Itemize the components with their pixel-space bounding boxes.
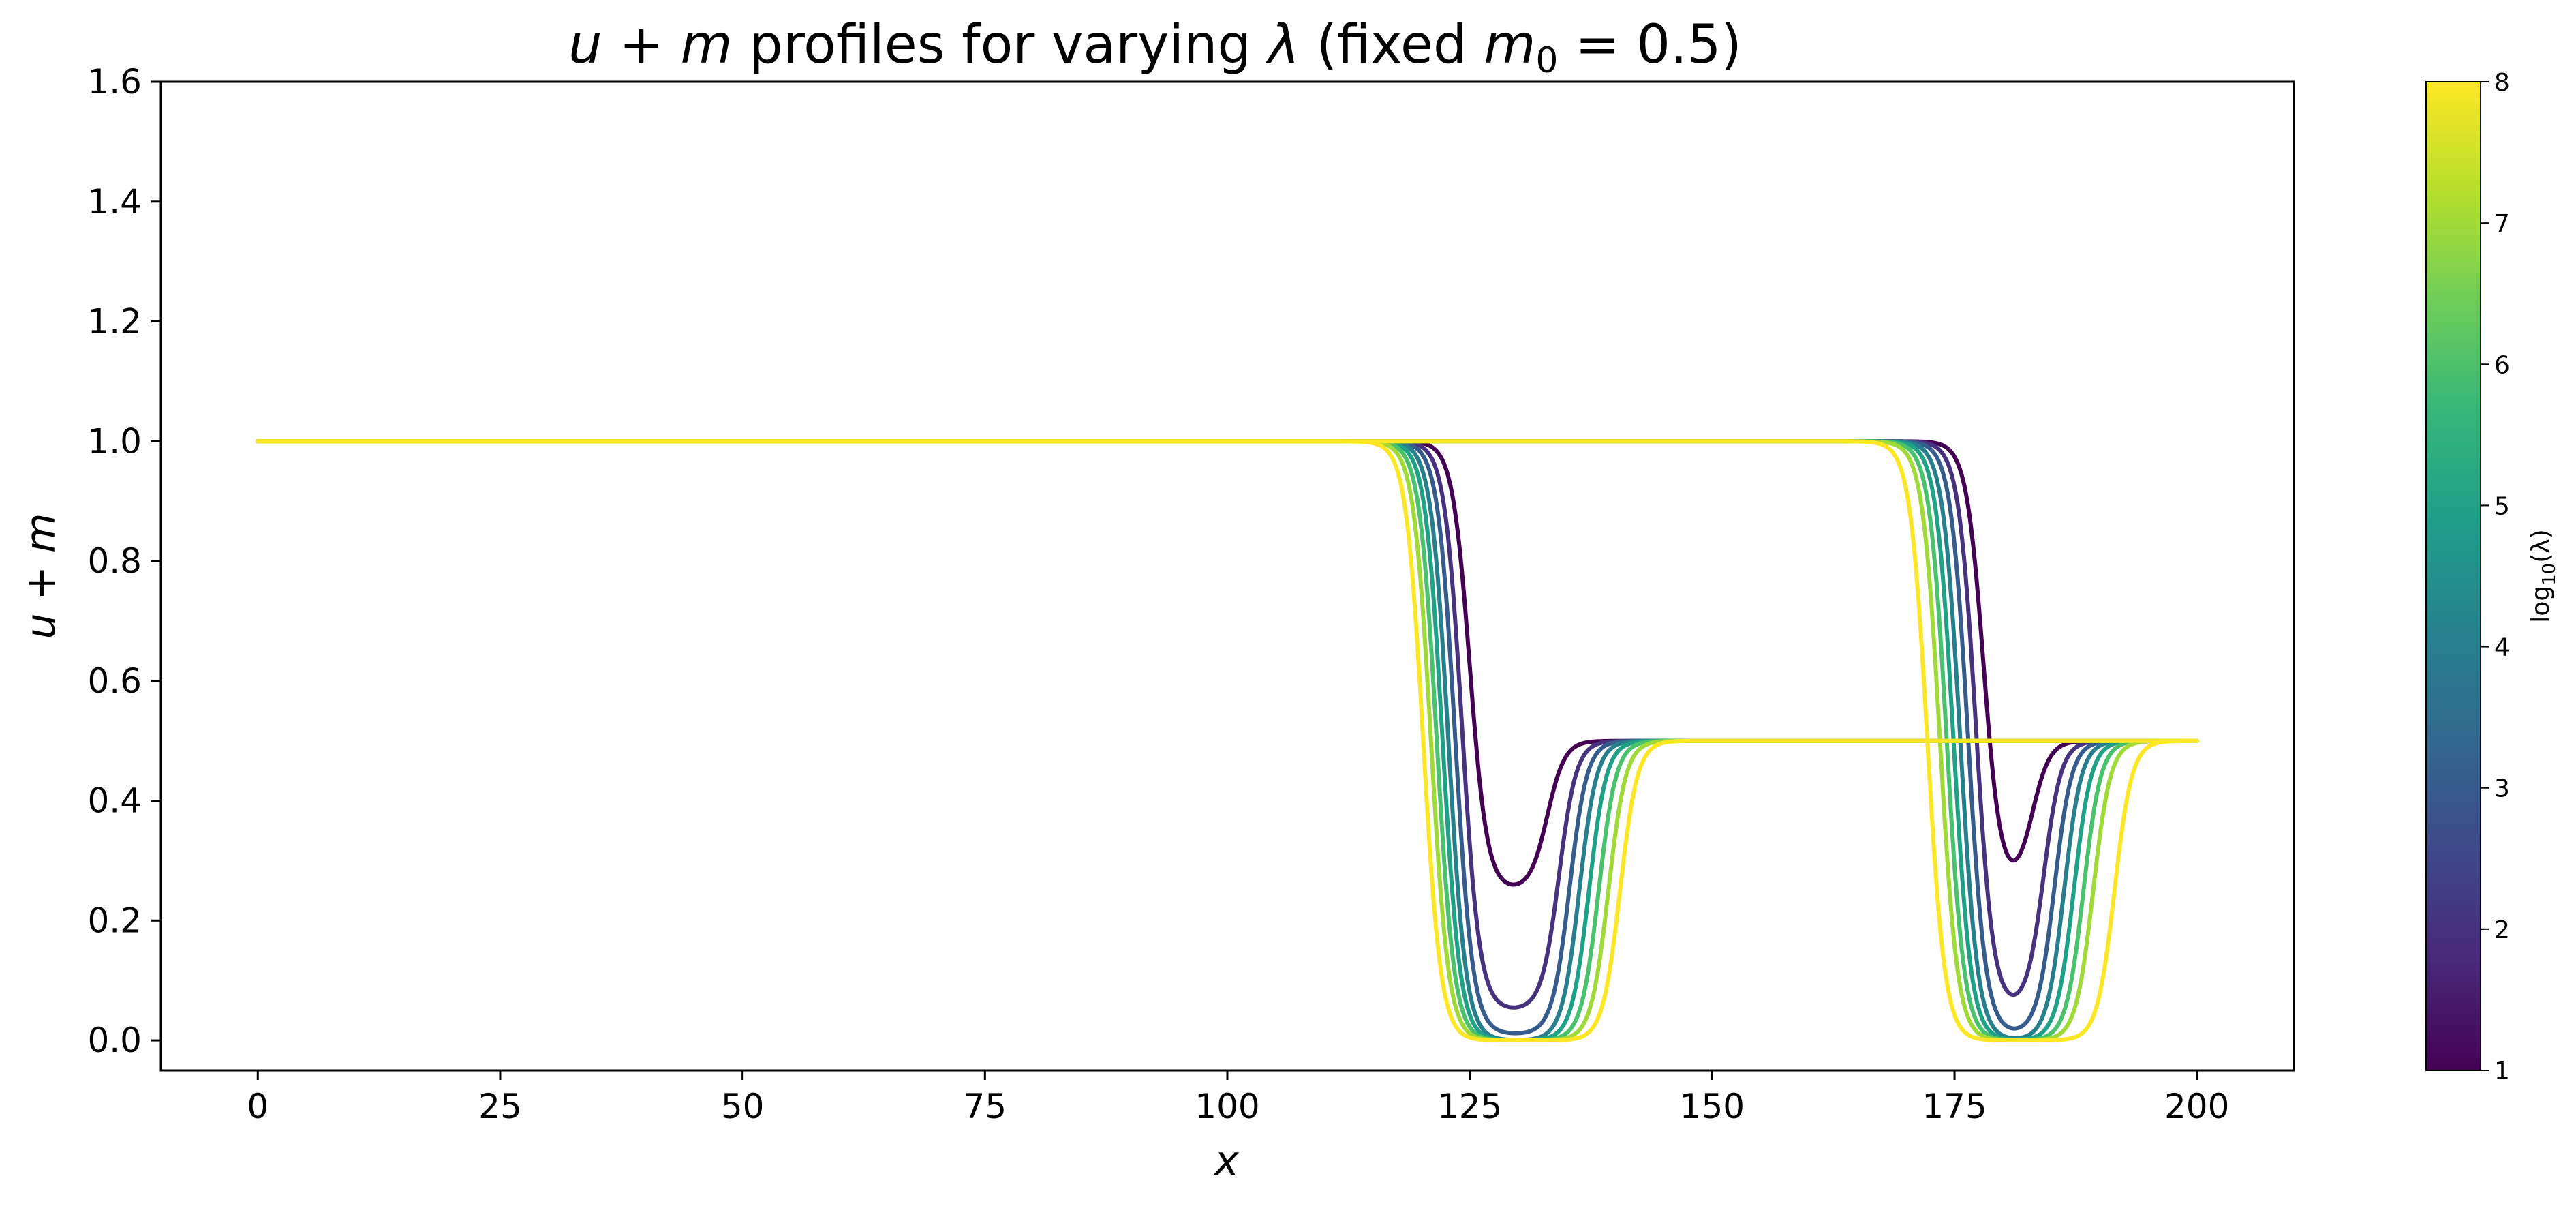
colorbar-tick-label: 1 — [2494, 1057, 2510, 1085]
x-tick-label: 175 — [1922, 1087, 1987, 1126]
colorbar-tick-label: 5 — [2494, 492, 2510, 520]
series-layer — [256, 439, 2199, 1042]
x-tick-label: 150 — [1680, 1087, 1745, 1126]
x-tick-label: 0 — [247, 1087, 269, 1126]
colorbar-axis: 1 2 3 4 5 6 7 8 — [2481, 69, 2510, 1085]
chart-title: u + m profiles for varying λ (fixed m0 =… — [568, 14, 1742, 81]
series-line — [256, 439, 2199, 1010]
series-line — [256, 439, 2199, 1042]
colorbar-tick-label: 4 — [2494, 634, 2510, 662]
x-tick-label: 200 — [2164, 1087, 2229, 1126]
y-tick-label: 1.0 — [87, 421, 142, 461]
y-axis: 0.0 0.2 0.4 0.6 0.8 1.0 1.2 1.4 1.6 — [87, 62, 161, 1060]
series-line — [256, 439, 2199, 1031]
series-line — [256, 439, 2199, 887]
y-tick-label: 0.2 — [87, 901, 142, 940]
series-line — [256, 439, 2199, 863]
x-tick-label: 50 — [721, 1087, 765, 1126]
y-tick-label: 1.6 — [87, 62, 142, 102]
x-tick-label: 125 — [1437, 1087, 1502, 1126]
colorbar-tick-label: 2 — [2494, 916, 2510, 944]
y-tick-label: 1.4 — [87, 182, 142, 222]
y-tick-label: 0.8 — [87, 541, 142, 581]
x-axis: 0 25 50 75 100 125 150 175 200 — [247, 1070, 2229, 1126]
y-axis-title: u + m — [17, 513, 65, 639]
y-tick-label: 0.0 — [87, 1021, 142, 1060]
colorbar-tick-label: 7 — [2494, 210, 2510, 238]
colorbar-tick-label: 8 — [2494, 69, 2510, 97]
series-line — [256, 439, 2199, 1042]
series-line — [256, 439, 2199, 1036]
colorbar-tick-label: 3 — [2494, 775, 2510, 803]
colorbar-label: log10(λ) — [2527, 529, 2560, 622]
y-tick-label: 0.6 — [87, 661, 142, 701]
x-tick-label: 25 — [478, 1087, 522, 1126]
y-tick-label: 1.2 — [87, 302, 142, 342]
x-tick-label: 100 — [1195, 1087, 1259, 1126]
x-tick-label: 75 — [964, 1087, 1007, 1126]
colorbar — [2425, 81, 2481, 1071]
x-axis-title: x — [1213, 1137, 1239, 1185]
series-line — [256, 439, 2199, 997]
colorbar-tick-label: 6 — [2494, 351, 2510, 379]
y-tick-label: 0.4 — [87, 781, 142, 821]
